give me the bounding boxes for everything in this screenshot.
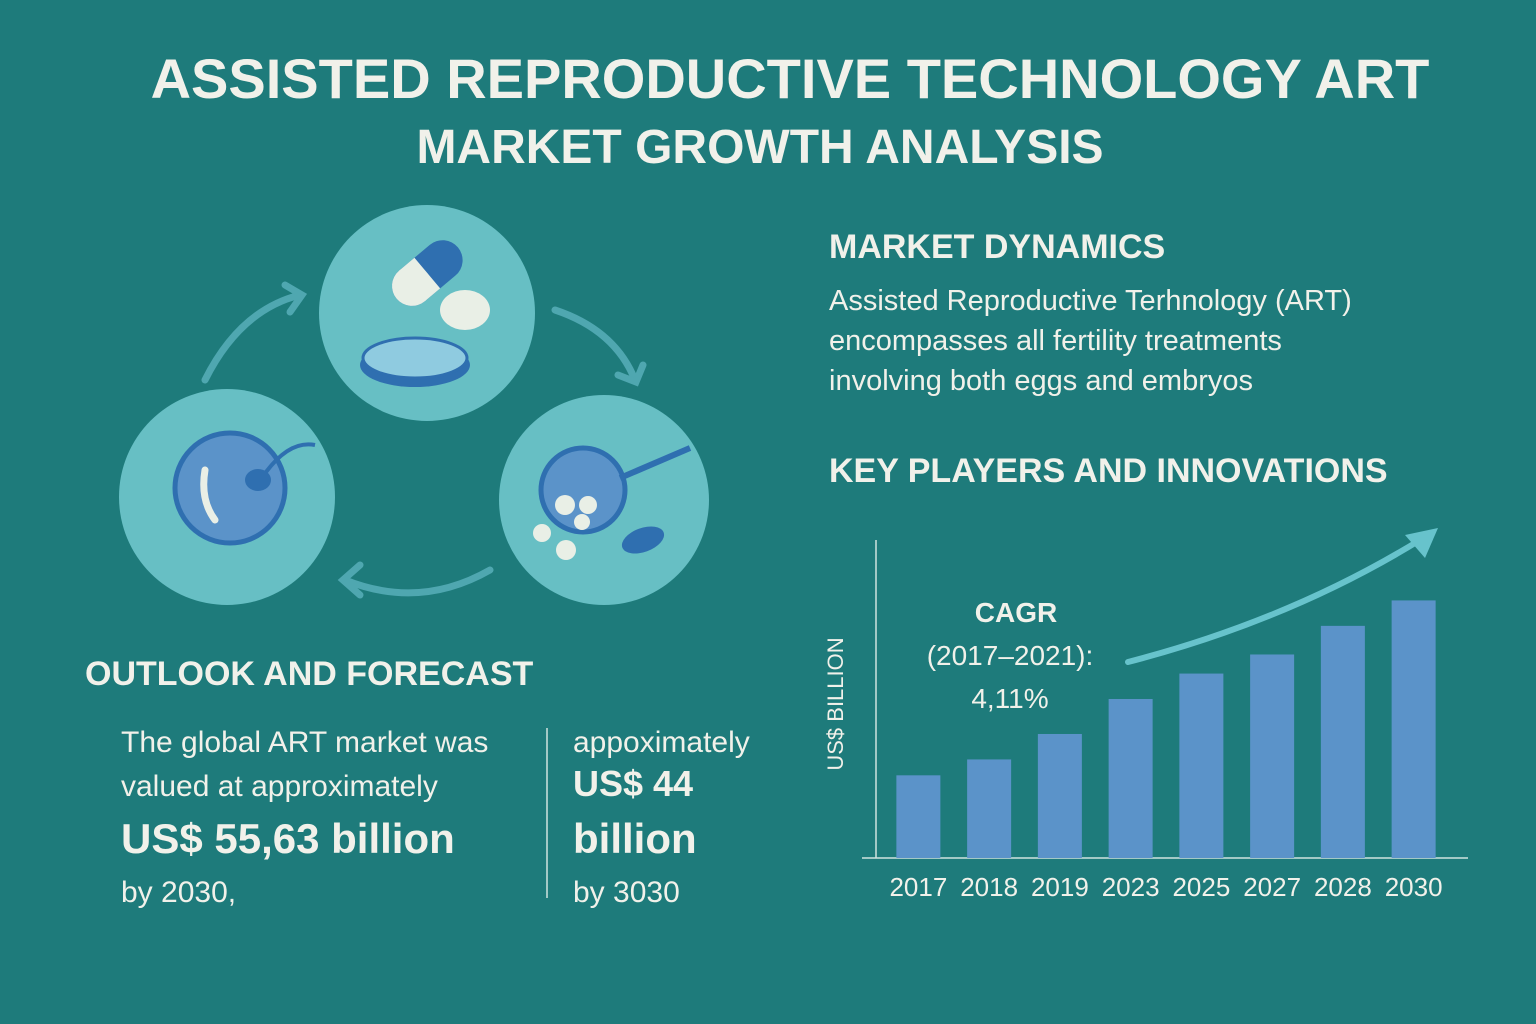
paragraph-line: encompasses all fertility treatments (829, 325, 1282, 357)
bar (896, 775, 941, 858)
x-tick-label: 2028 (1314, 872, 1372, 902)
outlook-text: valued at approximately (121, 770, 438, 803)
illustration (119, 205, 709, 605)
x-tick-label: 2019 (1031, 872, 1089, 902)
bar (1320, 625, 1365, 858)
bar (1250, 654, 1295, 858)
x-tick-label: 2025 (1172, 872, 1230, 902)
bar-chart: US$ BILLION CAGR (2017–2021): 4,11% 2017… (823, 528, 1468, 902)
annotation: CAGR (975, 597, 1057, 628)
outlook-text: by 2030, (121, 876, 236, 909)
trend-arrowhead (1405, 528, 1438, 558)
subtitle: MARKET GROWTH ANALYSIS (416, 121, 1103, 174)
trend-arrow (1125, 537, 1423, 665)
x-tick-label: 2023 (1102, 872, 1160, 902)
outlook-text: by 3030 (573, 876, 680, 909)
x-tick-label: 2027 (1243, 872, 1301, 902)
outlook-figure: US$ 44 (573, 763, 693, 804)
bar (1108, 699, 1153, 858)
bar (1037, 733, 1082, 858)
paragraph-line: Assisted Reproductive Terhnology (ART) (829, 285, 1352, 317)
paragraph-line: involving both eggs and embryos (829, 365, 1253, 397)
outlook-figure: billion (573, 815, 697, 862)
x-tick-label: 2017 (889, 872, 947, 902)
annotation: 4,11% (971, 683, 1048, 714)
bar (967, 759, 1012, 858)
annotation: (2017–2021): (927, 640, 1094, 671)
bar (1391, 600, 1436, 858)
x-tick-label: 2030 (1385, 872, 1443, 902)
outlook-figure: US$ 55,63 billion (121, 815, 455, 862)
section-heading: KEY PLAYERS AND INNOVATIONS (829, 452, 1388, 490)
section-heading: MARKET DYNAMICS (829, 228, 1165, 266)
section-heading: OUTLOOK AND FORECAST (85, 655, 534, 693)
title: ASSISTED REPRODUCTIVE TECHNOLOGY ART (151, 47, 1430, 110)
outlook-text: appoximately (573, 726, 750, 759)
bar (1179, 673, 1224, 858)
outlook-text: The global ART market was (121, 726, 488, 759)
y-axis-label: US$ BILLION (823, 637, 848, 770)
x-tick-label: 2018 (960, 872, 1018, 902)
